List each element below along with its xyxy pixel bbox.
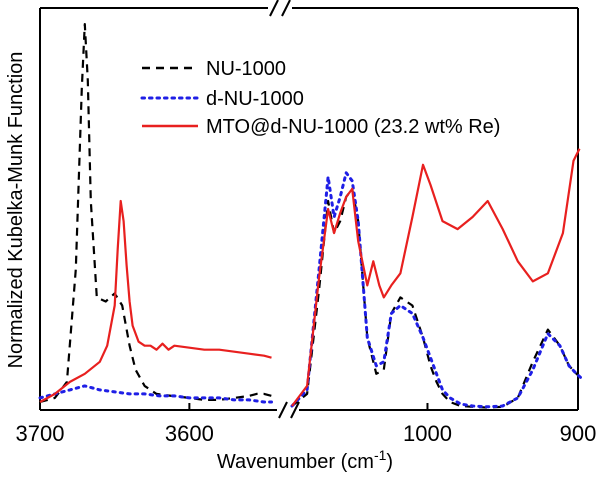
break-top-2: [281, 0, 291, 17]
legend-label-mto: MTO@d-NU-1000 (23.2 wt% Re): [206, 116, 500, 138]
series-line-2-panel2: [290, 171, 583, 409]
break-bottom-2: [290, 401, 300, 419]
x-tick-label: 3600: [165, 421, 214, 446]
break-bottom-1: [278, 401, 288, 419]
break-top-1: [269, 0, 279, 17]
legend-label-dnu1000: d-NU-1000: [206, 88, 304, 110]
axis-break-marks: [269, 0, 300, 419]
x-axis-title: Wavenumber (cm-1): [217, 447, 393, 473]
series-layer: [38, 23, 583, 409]
x-axis-title-end: ): [386, 451, 393, 473]
series-line-3-panel1: [39, 199, 272, 403]
legend: NU-1000 d-NU-1000 MTO@d-NU-1000 (23.2 wt…: [140, 58, 500, 138]
series-line-1-panel1: [39, 23, 272, 404]
x-ticks: 3700 3600 1000 900: [16, 403, 597, 446]
legend-label-nu1000: NU-1000: [206, 58, 286, 80]
y-axis-title: Normalized Kubelka-Munk Function: [5, 52, 27, 369]
series-line-1-panel2: [291, 187, 582, 409]
x-axis-title-main: Wavenumber (cm: [217, 451, 374, 473]
x-tick-label: 1000: [403, 421, 452, 446]
plot-frame: [39, 7, 579, 411]
x-tick-label: 3700: [16, 421, 65, 446]
x-tick-label: 900: [560, 421, 597, 446]
series-line-2-panel1: [38, 384, 273, 404]
x-axis-title-superscript: -1: [374, 447, 387, 463]
series-line-3-panel2: [291, 148, 581, 407]
